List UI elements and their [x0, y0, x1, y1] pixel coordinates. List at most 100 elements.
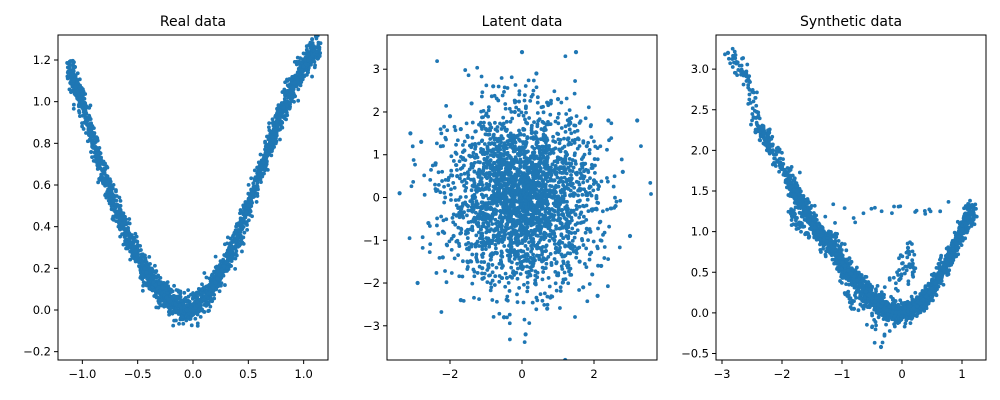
cloud-point: [525, 218, 530, 223]
cloud-point: [453, 150, 458, 155]
cloud-point: [505, 86, 510, 90]
cloud-point: [566, 281, 571, 286]
cloud-point: [517, 128, 521, 133]
cloud-point: [507, 180, 512, 184]
cloud-point: [109, 190, 114, 194]
cloud-point: [543, 245, 548, 249]
cloud-point: [154, 269, 159, 273]
cloud-point: [543, 266, 548, 270]
cloud-point: [444, 217, 449, 222]
data-point: [415, 280, 420, 286]
data-point: [78, 95, 83, 100]
cloud-point: [171, 294, 176, 298]
cloud-point: [233, 228, 238, 233]
cloud-point: [229, 264, 234, 268]
cloud-point: [231, 234, 235, 239]
cloud-point: [204, 302, 208, 307]
cloud-point: [612, 174, 617, 179]
cloud-point: [515, 300, 520, 305]
cloud-point: [128, 257, 133, 262]
cloud-point: [509, 159, 514, 164]
cloud-point: [460, 274, 465, 279]
cloud-point: [435, 216, 440, 221]
cloud-point: [435, 59, 439, 64]
cloud-point: [556, 121, 561, 126]
cloud-point: [589, 166, 594, 171]
cloud-point: [581, 214, 586, 219]
cloud-point: [475, 239, 480, 244]
cloud-point: [495, 129, 500, 133]
cloud-point: [427, 250, 432, 255]
cloud-point: [409, 184, 414, 189]
data-point: [476, 169, 481, 174]
cloud-point: [540, 277, 545, 282]
cloud-point: [247, 213, 252, 217]
cloud-point: [507, 218, 512, 223]
cloud-point: [440, 179, 444, 183]
data-point: [248, 199, 253, 204]
cloud-point: [275, 125, 280, 130]
cloud-point: [509, 155, 513, 160]
cloud-point: [199, 308, 204, 313]
cloud-point: [521, 113, 526, 118]
cloud-point: [572, 91, 577, 96]
cloud-point: [535, 139, 540, 144]
cloud-point: [195, 311, 200, 316]
cloud-point: [514, 167, 519, 172]
data-point: [501, 315, 507, 320]
cloud-point: [512, 273, 516, 277]
cloud-point: [234, 249, 239, 253]
data-point: [244, 209, 249, 215]
data-point: [201, 297, 207, 302]
cloud-point: [513, 228, 517, 233]
cloud-point: [420, 245, 425, 250]
cloud-point: [537, 240, 541, 245]
cloud-point: [158, 302, 163, 307]
cloud-point: [97, 145, 102, 150]
cloud-point: [519, 152, 524, 156]
cloud-point: [569, 183, 574, 188]
cloud-point: [114, 215, 119, 219]
cloud-point: [439, 131, 444, 136]
cloud-point: [524, 110, 528, 115]
cloud-point: [556, 137, 561, 142]
cloud-point: [140, 252, 145, 257]
cloud-point: [463, 68, 468, 72]
cloud-point: [148, 267, 153, 272]
cloud-point: [462, 171, 467, 176]
cloud-point: [472, 295, 476, 300]
cloud-point: [555, 200, 560, 205]
cloud-point: [479, 94, 484, 99]
cloud-point: [429, 167, 433, 172]
cloud-point: [605, 147, 609, 152]
cloud-point: [466, 73, 471, 78]
cloud-point: [469, 219, 473, 224]
cloud-point: [164, 282, 169, 287]
cloud-point: [514, 105, 519, 110]
cloud-point: [297, 59, 302, 64]
cloud-point: [502, 244, 507, 248]
data-point: [210, 284, 216, 290]
cloud-point: [179, 299, 184, 303]
cloud-point: [493, 151, 497, 156]
cloud-point: [67, 87, 72, 92]
y-tick-label: 0.8: [33, 136, 51, 150]
cloud-point: [496, 240, 501, 245]
cloud-point: [172, 283, 176, 288]
cloud-point: [573, 159, 578, 164]
cloud-point: [542, 302, 547, 307]
cloud-point: [577, 288, 581, 292]
cloud-point: [207, 308, 211, 313]
cloud-point: [143, 258, 148, 263]
cloud-point: [541, 180, 546, 184]
cloud-point: [529, 239, 534, 244]
cloud-point: [183, 297, 188, 302]
cloud-point: [648, 181, 653, 185]
cloud-point: [526, 171, 531, 176]
cloud-point: [497, 222, 502, 227]
cloud-point: [180, 314, 185, 319]
cloud-point: [479, 176, 483, 181]
cloud-point: [585, 299, 590, 304]
cloud-point: [436, 170, 441, 175]
cloud-point: [566, 244, 571, 248]
